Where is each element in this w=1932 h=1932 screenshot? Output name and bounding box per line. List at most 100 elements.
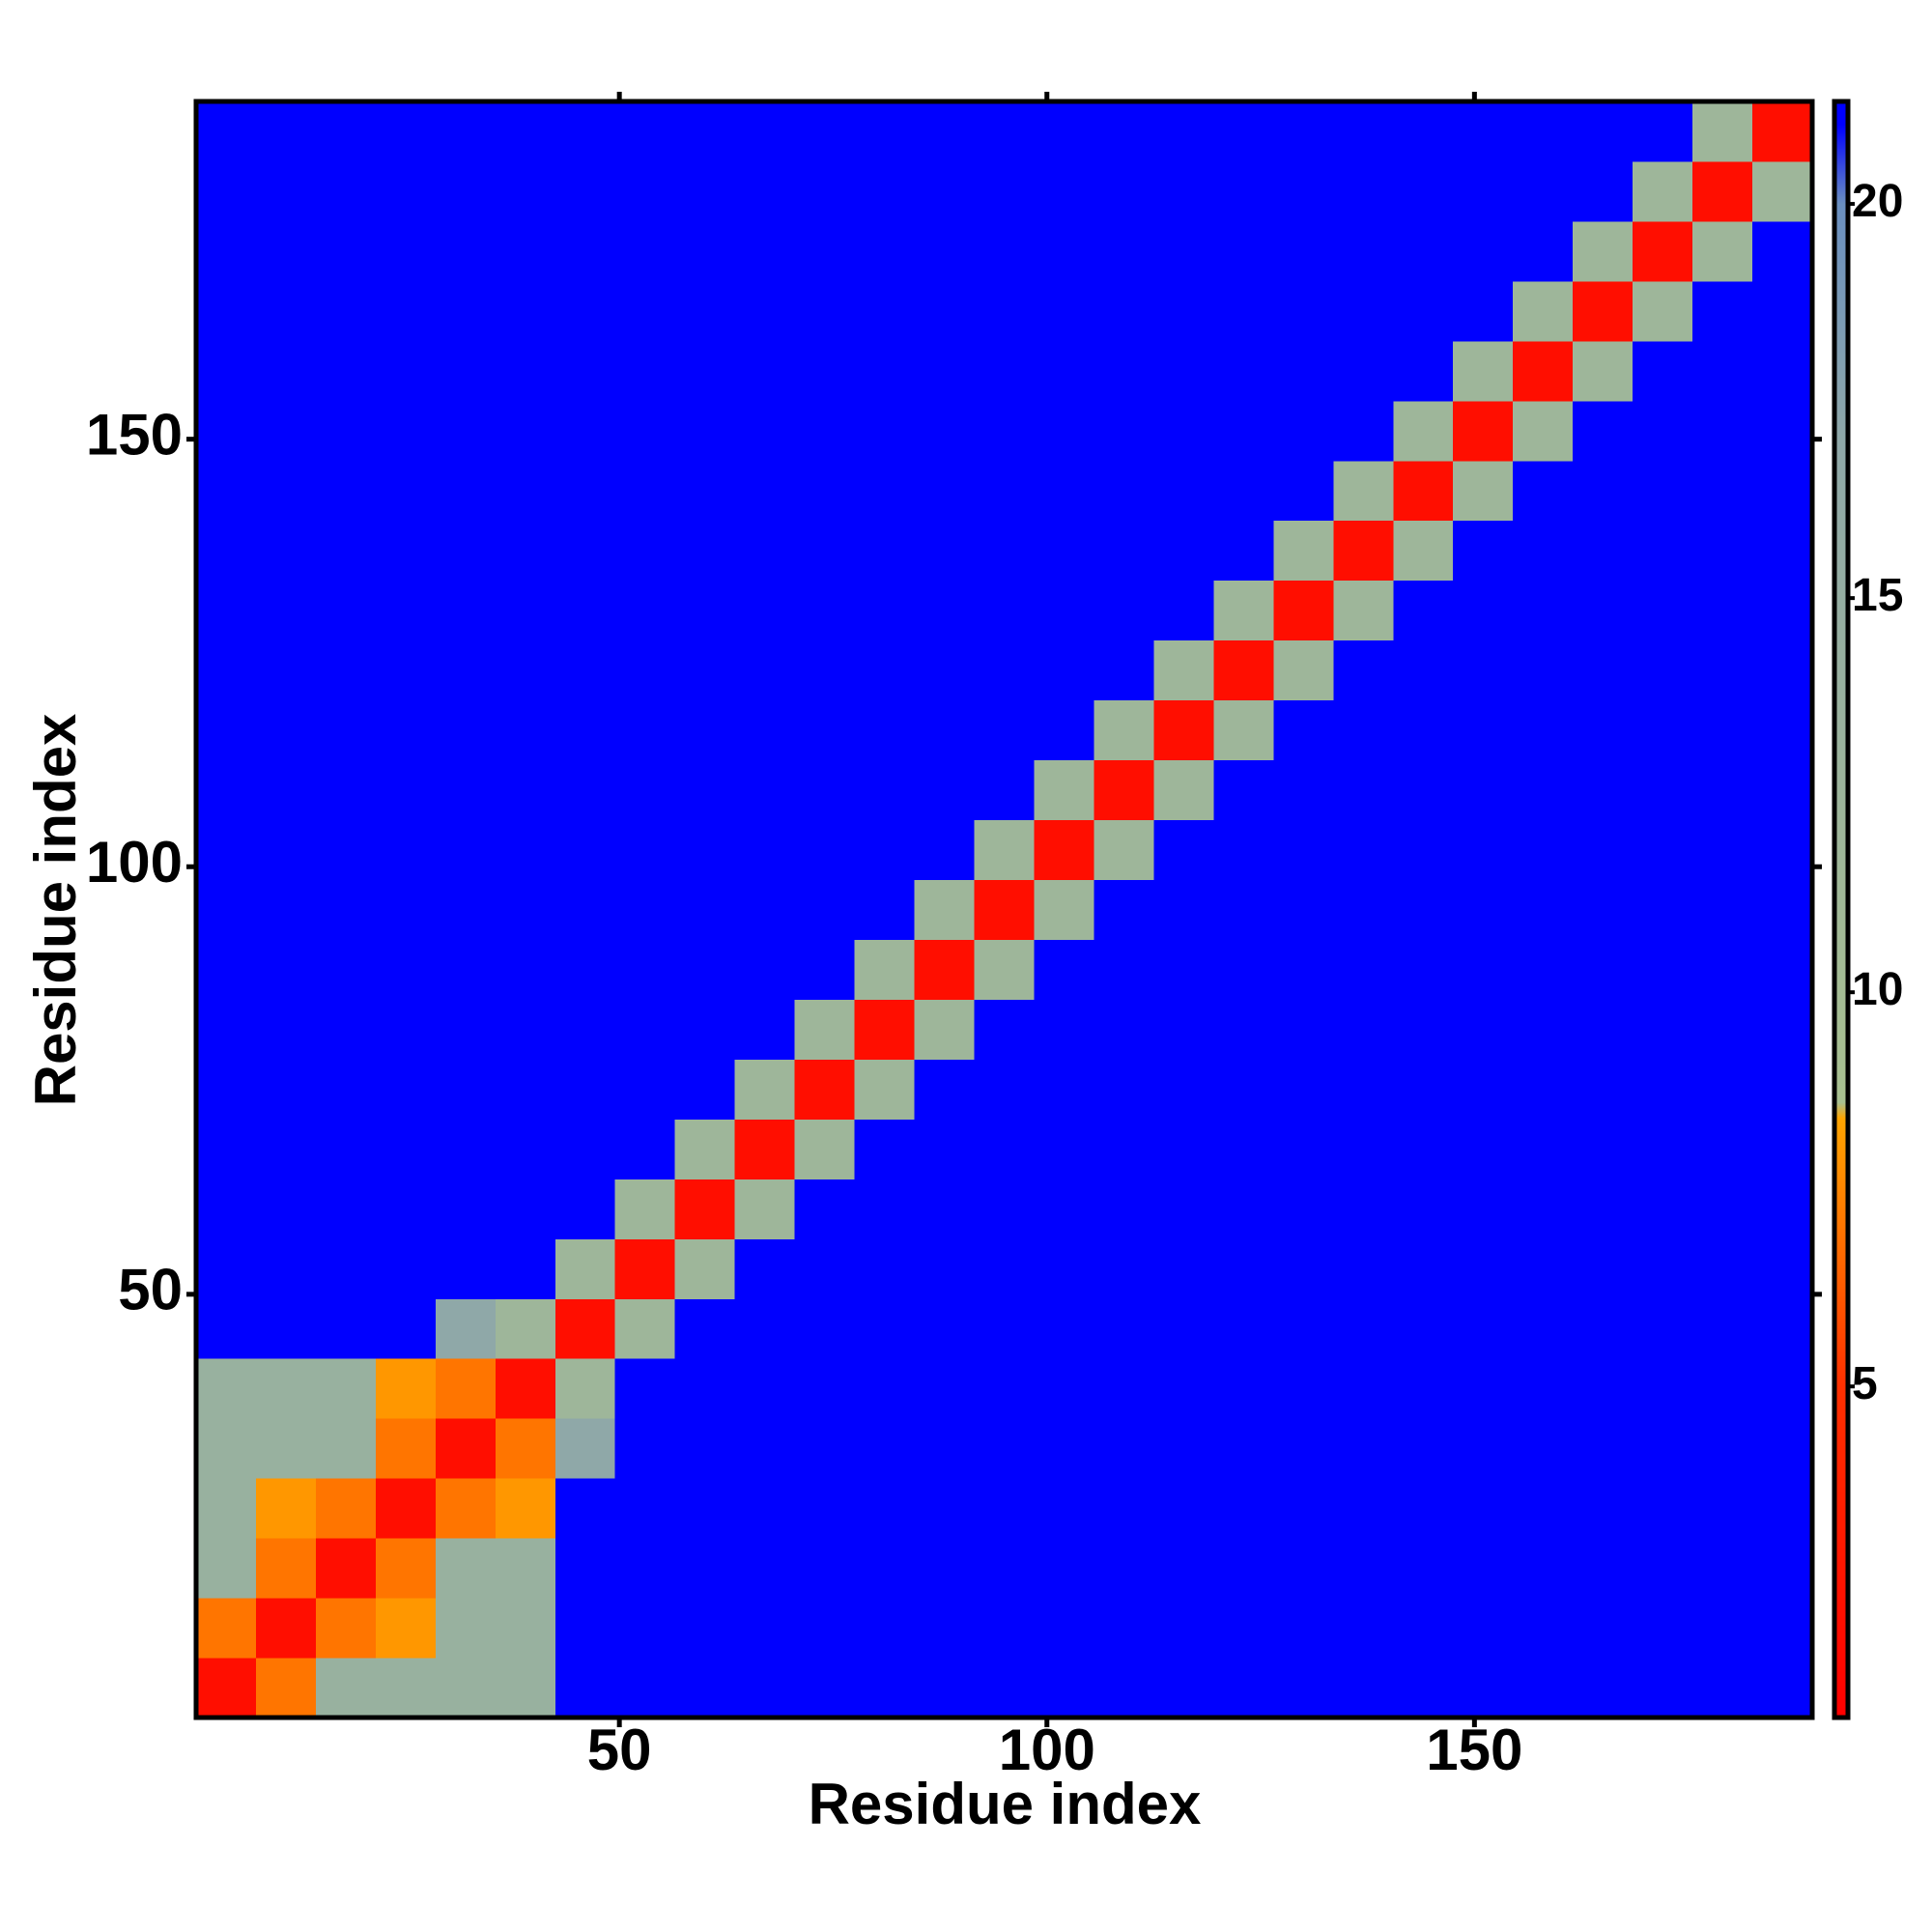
heatmap-cell: [974, 1298, 1035, 1359]
heatmap-cell: [1333, 160, 1394, 222]
heatmap-cell: [435, 759, 497, 821]
heatmap-cell: [1513, 460, 1574, 522]
heatmap-cell: [1213, 280, 1274, 342]
heatmap-cell: [495, 1119, 556, 1179]
heatmap-cell: [734, 1358, 796, 1419]
heatmap-cell: [914, 1538, 976, 1599]
heatmap-cell: [1573, 1478, 1634, 1539]
heatmap-cell: [1094, 1358, 1154, 1419]
heatmap-cell: [1513, 699, 1574, 761]
heatmap-cell: [1213, 220, 1274, 282]
heatmap-cell: [1393, 699, 1454, 761]
heatmap-cell: [974, 999, 1035, 1060]
heatmap-cell: [974, 580, 1035, 641]
heatmap-cell: [674, 1478, 736, 1539]
heatmap-cell: [674, 1119, 736, 1179]
heatmap-cell: [1213, 1298, 1274, 1359]
heatmap-cell: [1273, 1538, 1334, 1599]
heatmap-cell: [554, 1658, 616, 1719]
heatmap-cell: [854, 1658, 916, 1719]
heatmap-cell: [974, 160, 1035, 222]
heatmap-cell: [375, 520, 437, 582]
heatmap-cell: [1752, 879, 1813, 940]
heatmap-cell: [554, 879, 616, 940]
heatmap-cell: [1034, 759, 1094, 821]
heatmap-cell: [1692, 160, 1753, 222]
heatmap-cell: [1633, 699, 1693, 761]
heatmap-cell: [794, 939, 856, 1000]
heatmap-cell: [1513, 280, 1574, 342]
heatmap-cell: [614, 1598, 676, 1659]
heatmap-cell: [315, 101, 377, 162]
heatmap-cell: [495, 460, 556, 522]
heatmap-cell: [495, 400, 556, 462]
heatmap-cell: [554, 1119, 616, 1179]
heatmap-cell: [1273, 160, 1334, 222]
heatmap-cell: [854, 1478, 916, 1539]
heatmap-cell: [1752, 1598, 1813, 1659]
heatmap-cell: [315, 1179, 377, 1239]
heatmap-cell: [734, 939, 796, 1000]
heatmap-cell: [1034, 520, 1094, 582]
heatmap-cell: [1453, 1298, 1514, 1359]
heatmap-cell: [196, 400, 257, 462]
heatmap-cell: [1573, 879, 1634, 940]
heatmap-cell: [1752, 1418, 1813, 1479]
heatmap-cell: [974, 1059, 1035, 1120]
heatmap-cell: [794, 1238, 856, 1299]
heatmap-cell: [1633, 1238, 1693, 1299]
heatmap-cell: [1453, 280, 1514, 342]
heatmap-cell: [1094, 1478, 1154, 1539]
heatmap-cell: [1513, 759, 1574, 821]
heatmap-cell: [196, 220, 257, 282]
heatmap-cell: [196, 1298, 257, 1359]
heatmap-cell: [1633, 1658, 1693, 1719]
heatmap-cell: [1752, 580, 1813, 641]
heatmap-cell: [196, 1358, 257, 1419]
heatmap-cell: [1453, 699, 1514, 761]
heatmap-cell: [854, 1418, 916, 1479]
heatmap-cell: [1513, 340, 1574, 402]
heatmap-cell: [1513, 1059, 1574, 1120]
heatmap-cell: [1633, 1418, 1693, 1479]
heatmap-cell: [1273, 1478, 1334, 1539]
heatmap-cell: [914, 999, 976, 1060]
heatmap-cell: [1393, 1298, 1454, 1359]
heatmap-cell: [435, 580, 497, 641]
heatmap-cell: [854, 939, 916, 1000]
heatmap-cell: [255, 1119, 317, 1179]
heatmap-cell: [196, 639, 257, 701]
heatmap-cell: [1692, 1179, 1753, 1239]
heatmap-cell: [734, 879, 796, 940]
heatmap-cell: [1333, 999, 1394, 1060]
heatmap-cell: [794, 1598, 856, 1659]
heatmap-cell: [255, 819, 317, 881]
heatmap-cell: [914, 1059, 976, 1120]
heatmap-cell: [1573, 759, 1634, 821]
heatmap-cell: [315, 1658, 377, 1719]
heatmap-cell: [255, 1418, 317, 1479]
heatmap-cell: [1034, 220, 1094, 282]
heatmap-cell: [734, 220, 796, 282]
heatmap-cell: [375, 939, 437, 1000]
heatmap-cell: [1513, 1298, 1574, 1359]
heatmap-cell: [1513, 520, 1574, 582]
heatmap-cell: [1034, 1238, 1094, 1299]
heatmap-cell: [1153, 999, 1214, 1060]
heatmap-cell: [435, 400, 497, 462]
heatmap-cell: [315, 220, 377, 282]
heatmap-cell: [674, 1658, 736, 1719]
heatmap-cell: [1273, 819, 1334, 881]
heatmap-cell: [1692, 400, 1753, 462]
heatmap-cell: [1453, 160, 1514, 222]
heatmap-cell: [255, 1059, 317, 1120]
heatmap-cell: [1692, 819, 1753, 881]
heatmap-cell: [674, 340, 736, 402]
heatmap-cell: [1153, 1658, 1214, 1719]
heatmap-cell: [1633, 280, 1693, 342]
heatmap-cell: [495, 1538, 556, 1599]
heatmap-cell: [1393, 101, 1454, 162]
heatmap-cell: [375, 400, 437, 462]
heatmap-cell: [794, 1658, 856, 1719]
heatmap-cell: [1752, 1238, 1813, 1299]
